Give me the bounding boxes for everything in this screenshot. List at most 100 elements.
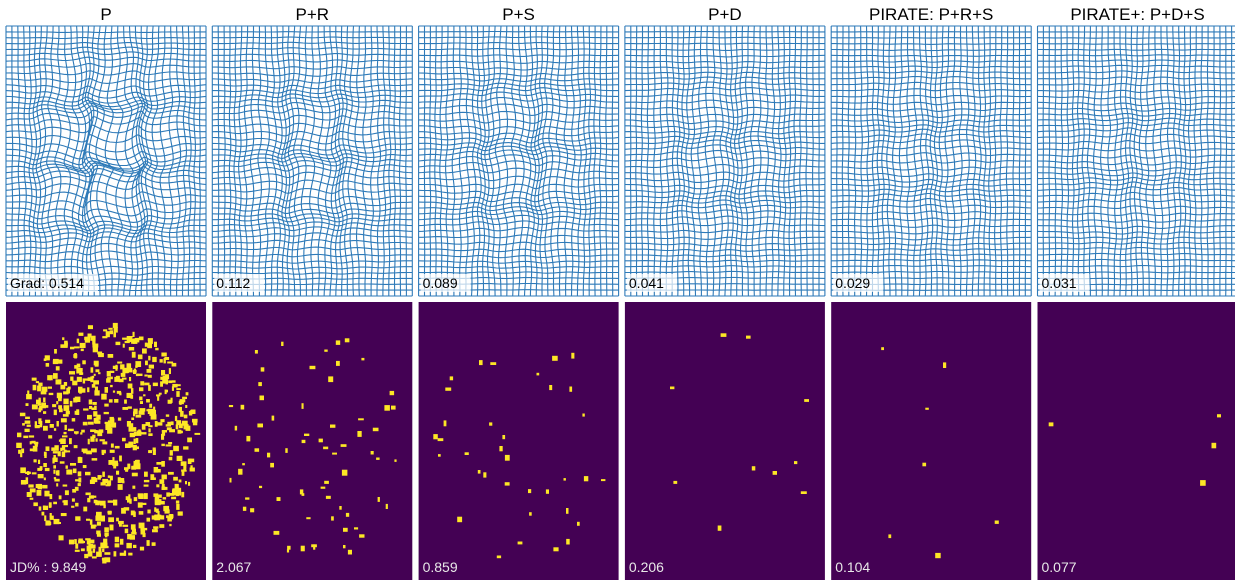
fold-pixel <box>92 556 97 558</box>
fold-pixel <box>94 421 99 424</box>
fold-pixel <box>104 412 109 414</box>
fold-pixel <box>161 370 165 376</box>
fold-pixel <box>330 425 335 428</box>
fold-pixel <box>53 470 55 474</box>
grid-line <box>1153 26 1156 296</box>
fold-pixel <box>384 405 390 411</box>
grid-line <box>489 26 495 296</box>
grid-line <box>6 64 206 68</box>
fold-pixel <box>101 516 105 522</box>
fold-pixel <box>105 387 109 393</box>
fold-pixel <box>184 415 188 419</box>
grid-line <box>419 221 619 226</box>
fold-pixel <box>138 502 143 507</box>
fold-pixel <box>63 414 69 417</box>
grid-line <box>212 143 412 150</box>
fold-pixel <box>140 401 143 404</box>
fold-pixel <box>164 487 168 490</box>
fold-pixel <box>100 543 106 549</box>
fold-pixel <box>52 404 56 407</box>
fold-pixel <box>70 401 73 407</box>
fold-pixel <box>394 459 396 462</box>
fold-pixel <box>90 519 93 524</box>
fold-pixel <box>147 369 152 373</box>
fold-pixel <box>81 430 85 433</box>
fold-pixel <box>188 482 190 486</box>
fold-pixel <box>794 461 797 464</box>
fold-pixel <box>718 526 722 531</box>
fold-pixel <box>118 477 121 483</box>
fold-pixel <box>92 458 98 461</box>
fold-pixel <box>75 516 80 521</box>
fold-pixel <box>70 347 74 350</box>
fold-pixel <box>46 363 50 367</box>
fold-pixel <box>97 534 101 537</box>
fold-pixel <box>110 330 113 334</box>
fold-pixel <box>133 411 135 416</box>
fold-pixel <box>89 400 93 405</box>
fold-pixel <box>260 396 265 401</box>
fold-pixel <box>68 387 71 390</box>
fold-pixel <box>144 383 149 386</box>
fold-pixel <box>122 438 126 442</box>
grid-line <box>589 26 591 296</box>
grid-line <box>212 261 412 263</box>
fold-pixel <box>107 511 111 513</box>
fold-pixel <box>326 496 331 499</box>
fold-pixel <box>255 350 258 354</box>
fold-pixel <box>577 522 580 526</box>
fold-pixel <box>331 516 334 520</box>
fold-pixel <box>88 439 90 445</box>
fold-pixel <box>61 418 67 422</box>
fold-pixel <box>93 380 99 384</box>
fold-pixel <box>68 429 74 431</box>
fold-pixel <box>81 372 83 375</box>
fold-pixel <box>53 373 58 379</box>
fold-pixel <box>53 360 58 364</box>
fold-pixel <box>267 453 270 458</box>
fold-pixel <box>44 478 46 481</box>
fold-pixel <box>171 398 173 403</box>
fold-pixel <box>83 380 85 383</box>
fold-pixel <box>28 484 33 487</box>
fold-pixel <box>156 484 159 487</box>
fold-pixel <box>85 337 90 343</box>
fold-pixel <box>63 485 68 487</box>
fold-pixel <box>564 478 566 481</box>
fold-pixel <box>378 497 380 502</box>
fold-pixel <box>156 515 161 520</box>
fold-pixel <box>97 521 101 525</box>
fold-pixel <box>444 420 447 426</box>
fold-pixel <box>50 494 53 499</box>
fold-pixel <box>1200 480 1206 486</box>
fold-pixel <box>110 423 116 428</box>
fold-pixel <box>38 460 40 464</box>
fold-pixel <box>93 402 97 405</box>
fold-pixel <box>29 435 34 437</box>
column-title: P <box>100 5 111 24</box>
fold-pixel <box>346 513 349 517</box>
fold-pixel <box>104 404 108 407</box>
column: PGrad: 0.514JD% : 9.849 <box>6 5 206 580</box>
fold-pixel <box>124 467 129 470</box>
fold-pixel <box>150 474 154 480</box>
fold-pixel <box>185 481 187 484</box>
fold-pixel <box>57 393 62 399</box>
fold-pixel <box>144 472 148 477</box>
fold-pixel <box>342 470 348 476</box>
fold-pixel <box>319 439 323 443</box>
fold-pixel <box>172 380 176 382</box>
fold-pixel <box>101 394 107 400</box>
fold-pixel <box>162 484 165 487</box>
fold-pixel <box>229 405 233 407</box>
grid-line <box>212 98 412 102</box>
column: P+S0.0890.859 <box>419 5 619 580</box>
grid-line <box>212 73 412 76</box>
fold-pixel <box>65 342 68 346</box>
column: PIRATE+: P+D+S0.0310.077 <box>1038 5 1235 580</box>
fold-pixel <box>139 511 144 515</box>
fold-pixel <box>108 475 110 478</box>
fold-pixel <box>181 461 187 466</box>
fold-pixel <box>142 348 147 353</box>
grid-line <box>503 26 508 296</box>
